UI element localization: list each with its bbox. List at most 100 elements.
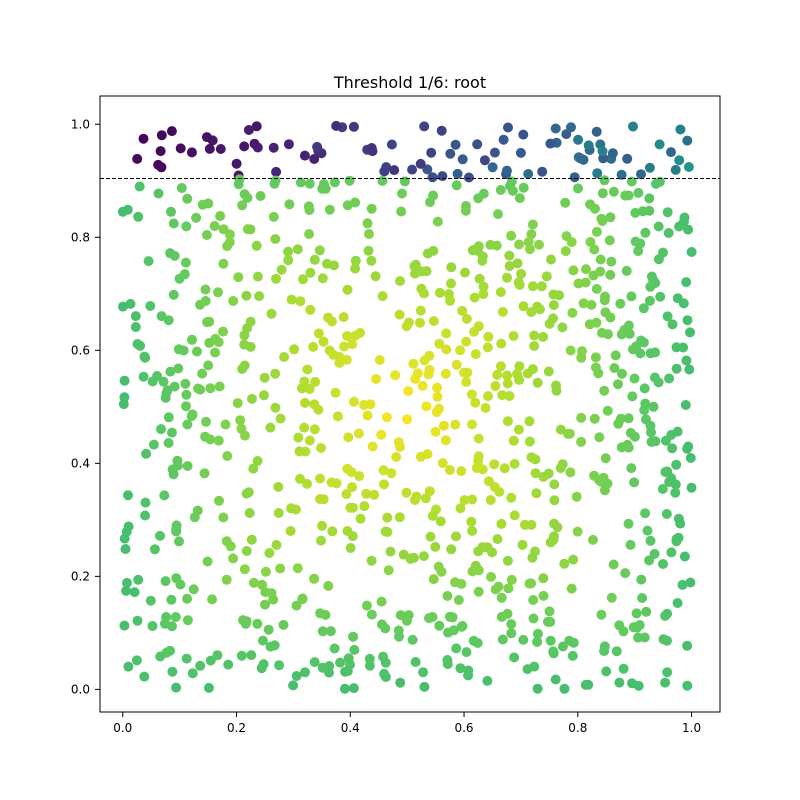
scatter-point [415,158,426,169]
scatter-point [209,221,220,231]
scatter-point [367,146,378,157]
scatter-point [588,534,598,545]
scatter-point [503,583,514,594]
scatter-point [228,296,239,306]
scatter-point [434,287,445,298]
scatter-point [670,487,681,498]
scatter-point [395,610,406,621]
scatter-point [323,580,334,591]
scatter-point [362,218,373,229]
scatter-point [509,458,520,469]
scatter-point [683,162,694,172]
scatter-point [241,488,252,499]
scatter-point [509,510,520,521]
scatter-point [667,443,678,454]
scatter-point [548,646,559,657]
scatter-point [294,446,305,457]
scatter-point [120,544,131,554]
scatter-point [201,416,211,427]
scatter-point [596,213,607,224]
scatter-point [428,316,439,326]
scatter-point [434,620,445,631]
scatter-point [566,122,576,133]
scatter-point [644,162,655,173]
scatter-point [317,520,327,531]
scatter-point [171,526,182,537]
scatter-point [450,139,461,150]
scatter-point [350,255,361,266]
scatter-point [442,591,453,601]
scatter-point [518,129,529,140]
scatter-point [606,592,617,603]
scatter-point [538,590,549,601]
scatter-point [155,530,165,541]
scatter-point [645,348,656,359]
scatter-point [156,311,167,322]
scatter-point [119,392,130,403]
scatter-point [430,426,441,437]
scatter-point [594,475,604,485]
scatter-point [228,553,239,564]
scatter-point [415,317,425,328]
y-tick-label: 0.2 [71,569,90,583]
scatter-point [361,488,372,499]
scatter-point [379,668,390,679]
scatter-point [482,675,493,686]
scatter-point [235,415,246,426]
scatter-point [122,204,133,215]
scatter-point [555,424,566,435]
scatter-point [599,641,610,652]
x-tick-label: 0.0 [113,721,132,735]
scatter-point [560,246,571,257]
scatter-point [549,479,560,490]
scatter-point [316,443,326,453]
scatter-point [585,237,596,247]
scatter-point [630,207,641,218]
scatter-point [212,650,223,661]
scatter-point [265,422,276,433]
scatter-point [532,628,543,639]
scatter-point [376,596,387,607]
scatter-point [283,246,294,257]
scatter-point [502,378,513,389]
x-tick-label: 0.6 [454,721,473,735]
scatter-point [222,451,233,461]
scatter-point [566,583,577,594]
scatter-point [169,250,180,261]
scatter-point [648,401,659,412]
scatter-point [273,481,284,492]
scatter-point [677,579,688,590]
scatter-point [163,438,174,448]
scatter-point [538,331,549,342]
scatter-point [283,255,294,266]
scatter-point [125,298,136,309]
scatter-point [243,125,254,135]
scatter-point [650,436,661,447]
scatter-point [376,429,387,440]
scatter-point [300,667,310,678]
scatter-point [215,144,226,154]
scatter-point [345,543,356,553]
scatter-point [309,254,320,265]
scatter-point [472,638,483,648]
scatter-point [344,175,355,186]
scatter-point [132,339,143,349]
scatter-point [513,424,524,435]
scatter-point [455,663,466,674]
scatter-point [575,153,586,164]
scatter-point [682,315,693,326]
scatter-point [182,419,193,430]
scatter-point [455,345,466,356]
scatter-point [313,404,324,415]
scatter-point [173,344,184,355]
scatter-point [490,381,501,391]
scatter-point [432,391,443,402]
scatter-point [497,390,508,401]
scatter-point [557,459,568,470]
scatter-point [518,301,529,312]
scatter-point [143,256,154,267]
scatter-point [270,402,281,413]
scatter-point [329,643,340,654]
scatter-point [514,239,525,250]
scatter-point [147,621,158,631]
